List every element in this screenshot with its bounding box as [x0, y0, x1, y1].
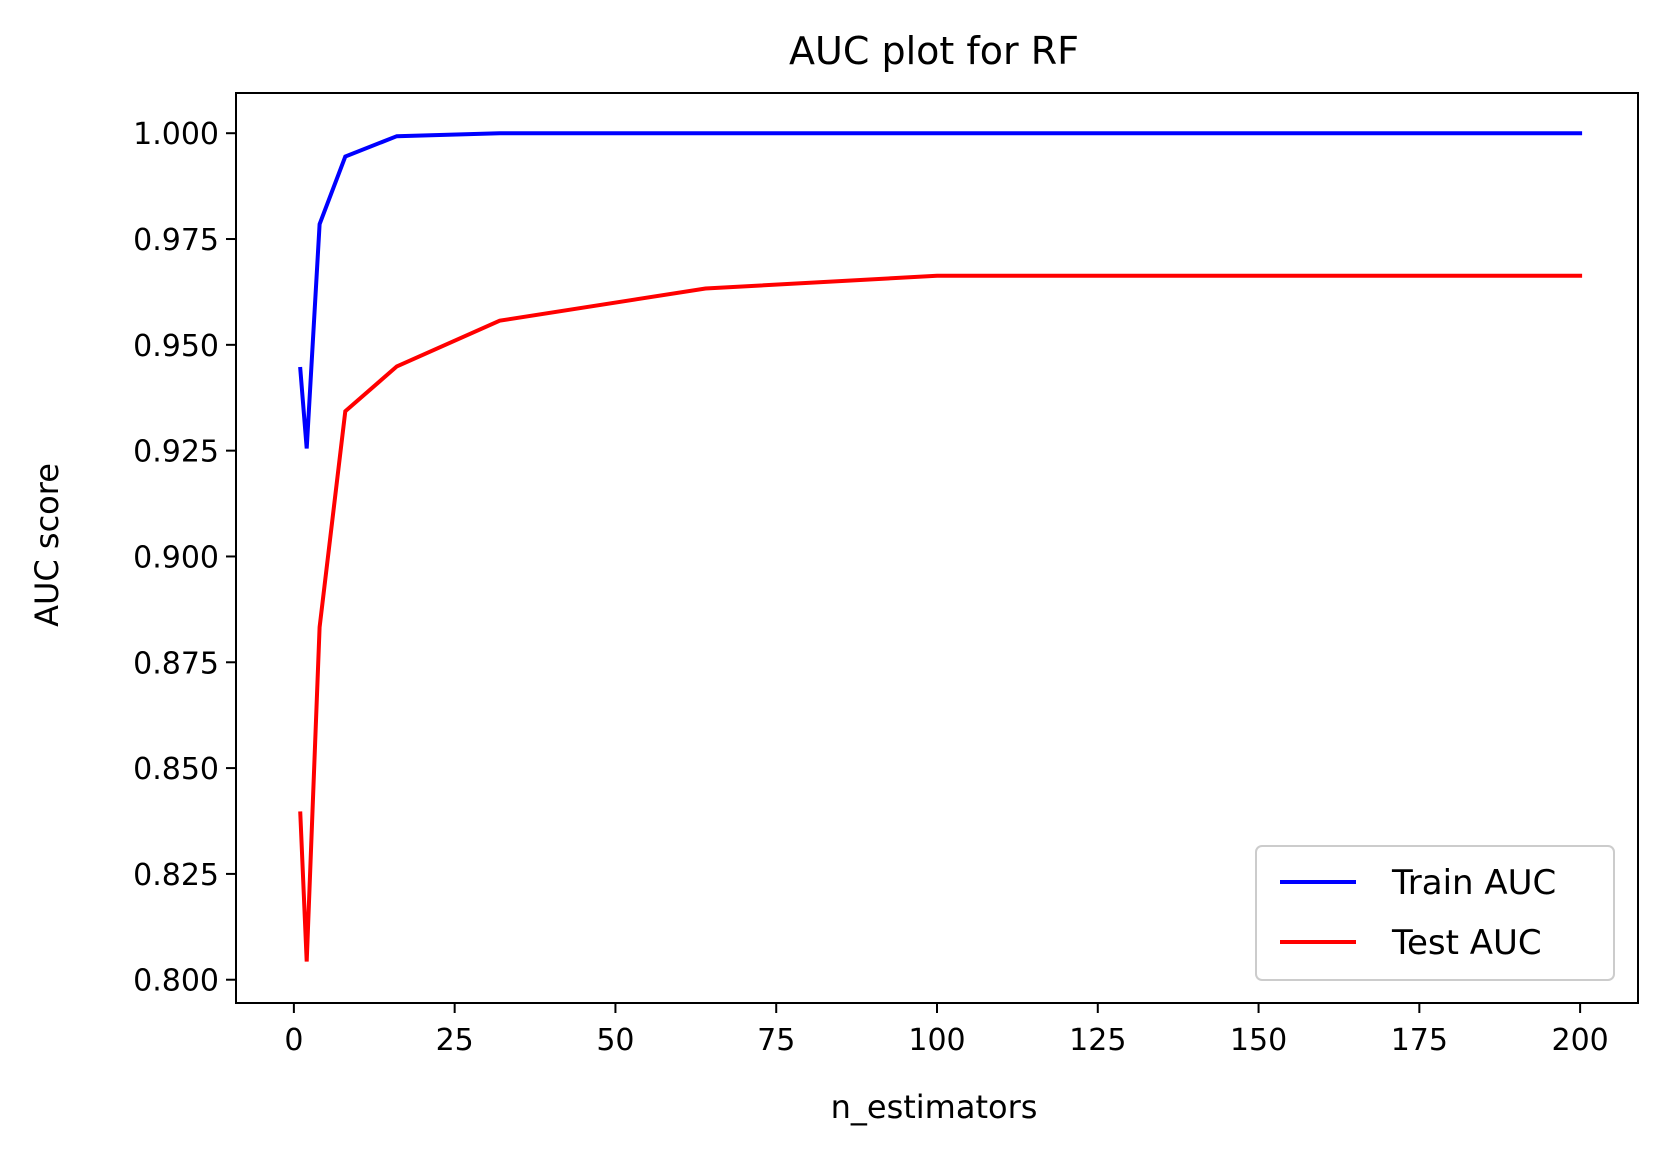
- axes: 0 25 50 75 100 125 150 175 200 0.800 0.825 0.850 0.8…: [133, 92, 1639, 1058]
- y-tick-label: 0.850: [133, 752, 219, 787]
- x-tick-label: 175: [1391, 1023, 1448, 1058]
- x-tick-label: 125: [1069, 1023, 1126, 1058]
- x-tick-label: 0: [284, 1023, 303, 1058]
- series-line-1: [298, 273, 1583, 962]
- legend-label-0: Train AUC: [1391, 863, 1556, 903]
- x-axis-title: n_estimators: [831, 1088, 1038, 1126]
- y-tick-label: 0.950: [133, 329, 219, 364]
- x-tick-label: 150: [1230, 1023, 1287, 1058]
- y-tick-label: 0.900: [133, 540, 219, 575]
- legend-label-1: Test AUC: [1391, 923, 1542, 963]
- x-tick-label: 100: [908, 1023, 965, 1058]
- plot-area: [298, 131, 1583, 962]
- y-tick-label: 0.800: [133, 964, 219, 999]
- legend: Train AUC Test AUC: [1255, 845, 1615, 981]
- y-tick-label: 1.000: [133, 117, 219, 152]
- y-tick-label: 0.825: [133, 858, 219, 893]
- y-axis-title: AUC score: [28, 463, 66, 627]
- x-tick-label: 75: [757, 1023, 795, 1058]
- y-tick-label: 0.925: [133, 435, 219, 470]
- x-tick-label: 50: [596, 1023, 634, 1058]
- y-tick-label: 0.875: [133, 646, 219, 681]
- chart-title: AUC plot for RF: [789, 29, 1079, 73]
- y-tick-label: 0.975: [133, 223, 219, 258]
- x-tick-label: 200: [1551, 1023, 1608, 1058]
- x-tick-label: 25: [436, 1023, 474, 1058]
- series-line-0: [298, 131, 1583, 449]
- legend-box: [1255, 845, 1615, 981]
